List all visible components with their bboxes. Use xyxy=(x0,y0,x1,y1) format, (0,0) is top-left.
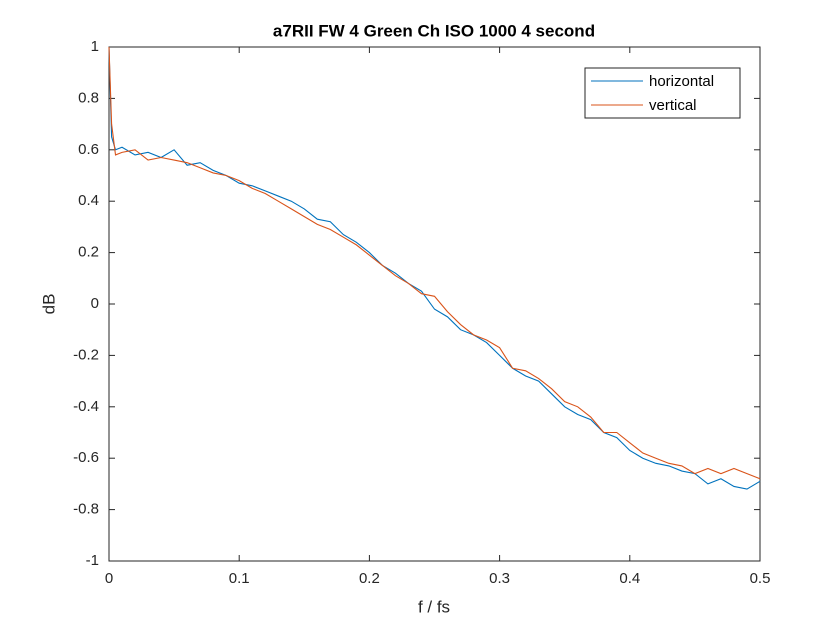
y-tick-label: 0.8 xyxy=(78,89,99,106)
x-tick-label: 0.3 xyxy=(489,570,510,587)
legend-label: vertical xyxy=(649,97,697,114)
x-tick-label: 0.1 xyxy=(229,570,250,587)
chart-title: a7RII FW 4 Green Ch ISO 1000 4 second xyxy=(273,21,595,40)
y-tick-label: 0 xyxy=(91,295,99,312)
y-tick-label: 0.4 xyxy=(78,192,99,209)
legend-label: horizontal xyxy=(649,73,714,90)
data-line xyxy=(108,46,761,480)
x-tick-label: 0 xyxy=(105,570,113,587)
x-axis-label: f / fs xyxy=(418,597,450,616)
y-tick-label: -0.4 xyxy=(73,398,99,415)
x-tick-label: 0.5 xyxy=(750,570,771,587)
y-tick-label: -0.6 xyxy=(73,449,99,466)
legend-box xyxy=(584,67,741,119)
x-tick-label: 0.4 xyxy=(619,570,640,587)
y-tick-label: 1 xyxy=(91,38,99,55)
y-tick-label: 0.2 xyxy=(78,244,99,261)
y-tick-label: -0.2 xyxy=(73,346,99,363)
y-tick-label: 0.6 xyxy=(78,141,99,158)
data-line xyxy=(108,46,761,490)
x-tick-label: 0.2 xyxy=(359,570,380,587)
y-axis-label: dB xyxy=(39,294,58,315)
y-tick-label: -0.8 xyxy=(73,501,99,518)
y-tick-label: -1 xyxy=(86,552,99,569)
axes-box xyxy=(108,46,761,562)
